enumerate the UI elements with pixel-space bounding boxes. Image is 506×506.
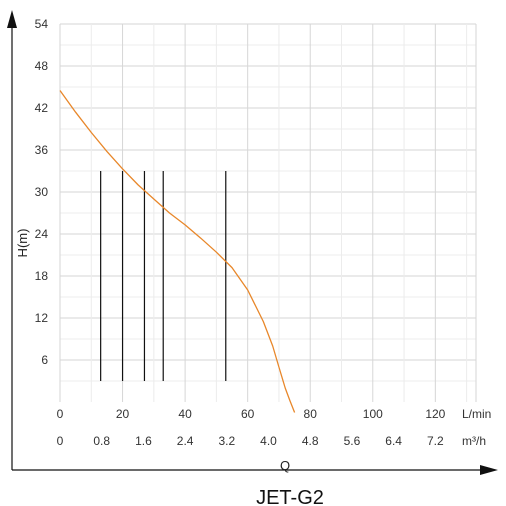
x-tick-label-m3h: 5.6 [344,434,361,448]
x-tick-label-m3h: 2.4 [177,434,194,448]
unit-lmin-label: L/min [462,407,491,421]
y-axis-label: H(m) [15,229,30,258]
chart-title: JET-G2 [256,487,324,506]
x-tick-label-m3h: 4.8 [302,434,319,448]
x-tick-labels-lmin: 0 20 40 60 80 100 120 [57,407,446,421]
x-tick-label-lmin: 80 [304,407,318,421]
curve-series [59,90,296,413]
x-tick-label-lmin: 120 [425,407,445,421]
pump-curve-line [59,90,296,413]
y-tick-label: 30 [35,185,49,199]
x-tick-label-m3h: 6.4 [385,434,402,448]
y-tick-label: 18 [35,269,49,283]
x-tick-label-lmin: 20 [116,407,130,421]
x-axis-label: Q [280,458,290,473]
y-tick-label: 12 [35,311,49,325]
x-tick-label-lmin: 0 [57,407,64,421]
y-tick-label: 42 [35,101,49,115]
x-tick-label-m3h: 0 [57,434,64,448]
y-tick-label: 36 [35,143,49,157]
x-tick-label-m3h: 0.8 [93,434,110,448]
axes [7,10,498,475]
x-tick-label-lmin: 100 [363,407,383,421]
grid [59,23,477,402]
x-tick-label-m3h: 4.0 [260,434,277,448]
y-tick-label: 6 [41,353,48,367]
x-tick-label-lmin: 40 [178,407,192,421]
y-tick-label: 48 [35,59,49,73]
x-tick-label-m3h: 7.2 [427,434,444,448]
x-tick-label-m3h: 1.6 [135,434,152,448]
y-tick-labels: 6 12 18 24 30 36 42 48 54 [35,17,49,367]
x-tick-label-lmin: 60 [241,407,255,421]
x-tick-label-m3h: 3.2 [218,434,235,448]
y-tick-label: 24 [35,227,49,241]
y-axis-arrow-icon [7,10,17,28]
x-tick-labels-m3h: 0 0.8 1.6 2.4 3.2 4.0 4.8 5.6 6.4 7.2 [57,434,444,448]
vertical-markers [100,171,227,381]
unit-m3h-label: m³/h [462,434,486,448]
x-axis-arrow-icon [480,465,498,475]
y-tick-label: 54 [35,17,49,31]
